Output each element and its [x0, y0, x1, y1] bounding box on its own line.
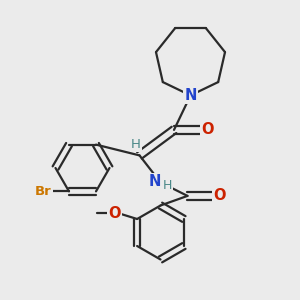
Text: N: N	[149, 174, 161, 189]
Text: H: H	[131, 138, 141, 152]
Text: Br: Br	[35, 185, 52, 198]
Text: O: O	[201, 122, 214, 137]
Text: O: O	[108, 206, 121, 220]
Text: O: O	[213, 188, 226, 203]
Text: N: N	[184, 88, 197, 103]
Text: H: H	[162, 179, 172, 192]
